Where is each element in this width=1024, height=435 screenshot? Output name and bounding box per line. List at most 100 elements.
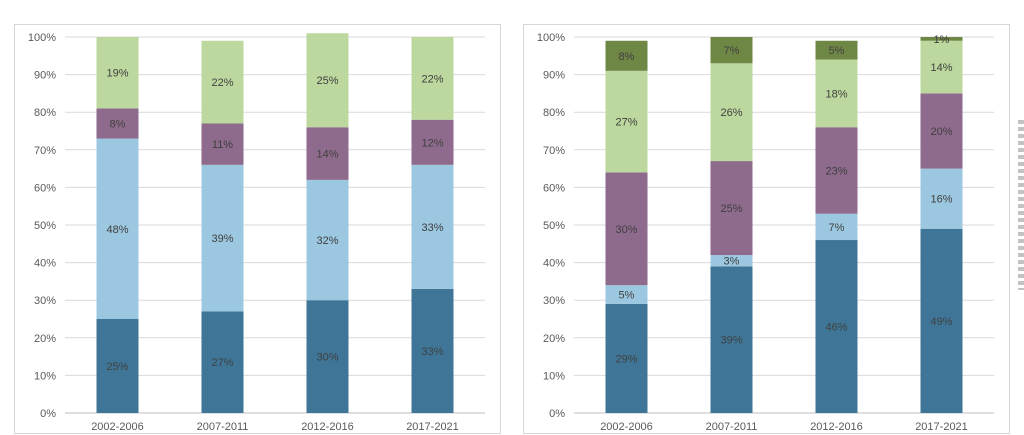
y-tick-label: 30% <box>543 295 565 307</box>
data-label: 46% <box>825 322 847 334</box>
data-label: 30% <box>316 352 338 364</box>
data-label: 22% <box>421 73 443 85</box>
y-tick-label: 80% <box>34 107 56 119</box>
y-tick-label: 80% <box>543 107 565 119</box>
bar-segment <box>920 228 963 413</box>
x-tick-label: 2017-2021 <box>915 421 968 433</box>
bar-segment <box>411 119 454 165</box>
y-tick-label: 0% <box>549 408 565 420</box>
bar-segment <box>815 213 858 241</box>
stacked-bar-chart-right: 0% 10% 20% 30% 40% 50% 60% 70% 80% 90% 100% 29% 5% 30… <box>537 32 994 433</box>
data-label: 14% <box>930 62 952 74</box>
y-tick-label: 100% <box>28 32 56 44</box>
data-label: 25% <box>720 203 742 215</box>
bar-segment <box>605 40 648 71</box>
data-label: 11% <box>212 139 233 151</box>
y-tick-label: 60% <box>543 182 565 194</box>
bar-segment <box>605 172 648 286</box>
bar-segment <box>710 266 753 413</box>
data-label: 27% <box>615 117 637 129</box>
bar-segment <box>96 37 139 109</box>
bar-segment <box>306 33 349 128</box>
data-label: 16% <box>930 194 952 206</box>
data-label: 22% <box>211 77 233 89</box>
data-label: 5% <box>619 290 635 302</box>
data-label: 19% <box>106 68 128 80</box>
data-label: 33% <box>421 346 443 358</box>
x-tick-label: 2002-2006 <box>91 421 144 433</box>
bar-segment <box>710 63 753 162</box>
x-tick-label: 2012-2016 <box>301 421 354 433</box>
bar-segment <box>201 311 244 413</box>
x-tick-label: 2017-2021 <box>406 421 459 433</box>
data-label: 8% <box>110 118 126 130</box>
cropped-side-label <box>1018 120 1024 290</box>
bar-segment <box>96 138 139 319</box>
y-tick-label: 60% <box>34 182 56 194</box>
chart-panel-left: 0% 10% 20% 30% 40% 50% 60% 70% 80% 90% 100% 25% 48% 8… <box>14 24 501 434</box>
bar-segment <box>710 161 753 256</box>
bar-segment <box>201 164 244 312</box>
bar-segment <box>201 40 244 124</box>
y-tick-label: 40% <box>34 258 56 270</box>
data-label: 30% <box>615 224 637 236</box>
y-tick-label: 20% <box>543 333 565 345</box>
data-label: 49% <box>930 316 952 328</box>
data-label: 7% <box>724 45 740 57</box>
data-label: 1% <box>934 34 950 46</box>
bar-segment <box>815 240 858 413</box>
x-tick-label: 2007-2011 <box>706 421 758 433</box>
bar-segment <box>605 303 648 413</box>
bar-segment <box>411 37 454 120</box>
bar-segment <box>710 37 753 64</box>
bar-segment <box>96 319 139 413</box>
y-tick-label: 0% <box>40 408 56 420</box>
bar-segment <box>201 123 244 165</box>
data-label: 33% <box>421 222 443 234</box>
data-label: 48% <box>106 224 128 236</box>
y-tick-label: 70% <box>34 145 56 157</box>
y-tick-label: 50% <box>34 220 56 232</box>
bar-segment <box>815 59 858 128</box>
y-tick-label: 20% <box>34 333 56 345</box>
y-tick-label: 90% <box>34 70 56 82</box>
data-label: 27% <box>211 357 233 369</box>
x-tick-label: 2007-2011 <box>197 421 249 433</box>
data-label: 23% <box>825 165 847 177</box>
data-label: 39% <box>720 335 742 347</box>
y-tick-label: 50% <box>543 220 565 232</box>
data-label: 39% <box>211 233 233 245</box>
data-label: 8% <box>619 51 635 63</box>
bar-segment <box>815 127 858 214</box>
x-tick-label: 2002-2006 <box>600 421 653 433</box>
bar-segment <box>920 168 963 229</box>
data-label: 29% <box>615 353 637 365</box>
bar-segment <box>411 288 454 413</box>
data-label: 12% <box>421 137 443 149</box>
bar-segment <box>710 255 753 267</box>
bar-segment <box>605 70 648 173</box>
data-label: 14% <box>316 149 338 161</box>
bar-segment <box>306 300 349 413</box>
stacked-bar-chart-left: 0% 10% 20% 30% 40% 50% 60% 70% 80% 90% 100% 25% 48% 8… <box>28 32 485 433</box>
data-label: 20% <box>930 126 952 138</box>
y-tick-label: 40% <box>543 258 565 270</box>
bar-segment <box>920 93 963 169</box>
data-label: 7% <box>829 222 845 234</box>
data-label: 5% <box>829 45 845 57</box>
chart-panel-right: 0% 10% 20% 30% 40% 50% 60% 70% 80% 90% 100% 29% 5% 30… <box>523 24 1010 434</box>
y-tick-label: 100% <box>537 32 565 44</box>
data-label: 32% <box>316 235 338 247</box>
y-tick-label: 90% <box>543 70 565 82</box>
data-label: 3% <box>724 256 740 268</box>
bar-segment <box>306 179 349 301</box>
data-label: 25% <box>106 361 128 373</box>
bar-segment <box>815 40 858 60</box>
bar-segment <box>920 37 963 41</box>
data-label: 25% <box>316 75 338 87</box>
bar-segment <box>411 164 454 289</box>
bar-segment <box>920 40 963 94</box>
bar-segment <box>96 108 139 139</box>
y-tick-label: 70% <box>543 145 565 157</box>
y-tick-label: 30% <box>34 295 56 307</box>
